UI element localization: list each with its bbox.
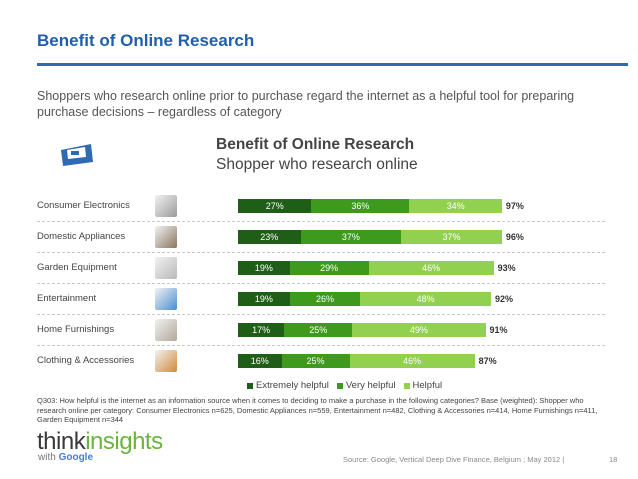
legend-label: Very helpful xyxy=(345,380,396,391)
legend-swatch xyxy=(403,382,410,389)
chart-legend: Extremely helpful Very helpful Helpful xyxy=(247,380,442,391)
clothing-icon xyxy=(155,350,177,372)
legend-item-helpful: Helpful xyxy=(403,380,443,391)
row-separator xyxy=(37,345,605,346)
total-label: 97% xyxy=(505,201,524,211)
category-label: Home Furnishings xyxy=(37,324,115,335)
appliance-icon xyxy=(155,226,177,248)
chart-title: Benefit of Online Research xyxy=(216,136,415,153)
garden-icon xyxy=(155,257,177,279)
row-separator xyxy=(37,252,605,253)
legend-label: Helpful xyxy=(412,380,443,391)
bar-segment: 26% xyxy=(289,292,361,306)
bar-segment: 49% xyxy=(352,323,486,337)
total-label: 91% xyxy=(489,325,508,335)
entertainment-icon xyxy=(155,288,177,310)
category-label: Domestic Appliances xyxy=(37,231,126,242)
bar-segment: 19% xyxy=(238,292,290,306)
brand-with: with xyxy=(38,452,56,463)
category-label: Garden Equipment xyxy=(37,262,117,273)
electronics-icon xyxy=(155,195,177,217)
bar-segment: 27% xyxy=(238,199,312,213)
footnote: Q303: How helpful is the internet as an … xyxy=(37,396,598,424)
shopping-cart-sign-icon xyxy=(61,144,93,166)
slide-subtitle: Shoppers who research online prior to pu… xyxy=(37,89,575,119)
brand-think: think xyxy=(37,428,86,455)
bar-segment: 46% xyxy=(349,354,475,368)
row-separator xyxy=(37,221,605,222)
bar-segment: 19% xyxy=(238,261,290,275)
row-separator xyxy=(37,314,605,315)
bar-segment: 16% xyxy=(238,354,282,368)
chart-subtitle: Shopper who research online xyxy=(216,156,418,173)
total-label: 92% xyxy=(494,294,513,304)
legend-swatch xyxy=(336,382,343,389)
brand-insights: insights xyxy=(85,428,163,455)
brand-google: Google xyxy=(58,452,94,463)
legend-item-very-helpful: Very helpful xyxy=(336,380,396,391)
page-number: 18 xyxy=(609,455,618,464)
brand-subline: with Google xyxy=(38,452,93,463)
bar-segment: 29% xyxy=(289,261,369,275)
bar-segment: 37% xyxy=(300,230,402,244)
bar-segment: 25% xyxy=(281,354,350,368)
bar-segment: 48% xyxy=(360,292,491,306)
total-label: 96% xyxy=(505,232,524,242)
bar-segment: 46% xyxy=(368,261,494,275)
source-note: Source: Google, Vertical Deep Dive Finan… xyxy=(343,455,565,464)
bar-segment: 25% xyxy=(284,323,353,337)
total-label: 93% xyxy=(497,263,516,273)
bar-segment: 37% xyxy=(401,230,502,244)
row-separator xyxy=(37,283,605,284)
title-rule xyxy=(37,63,628,66)
legend-item-extremely-helpful: Extremely helpful xyxy=(247,380,329,391)
category-label: Entertainment xyxy=(37,293,97,304)
category-label: Clothing & Accessories xyxy=(37,355,135,366)
slide-title: Benefit of Online Research xyxy=(37,31,255,50)
bar-segment: 36% xyxy=(311,199,410,213)
furnishing-icon xyxy=(155,319,177,341)
category-label: Consumer Electronics xyxy=(37,200,130,211)
total-label: 87% xyxy=(478,356,497,366)
bar-segment: 23% xyxy=(238,230,301,244)
legend-label: Extremely helpful xyxy=(256,380,329,391)
bar-segment: 34% xyxy=(409,199,502,213)
legend-swatch xyxy=(247,382,253,389)
brand-logo: thinkinsights xyxy=(37,428,163,456)
bar-segment: 17% xyxy=(238,323,285,337)
